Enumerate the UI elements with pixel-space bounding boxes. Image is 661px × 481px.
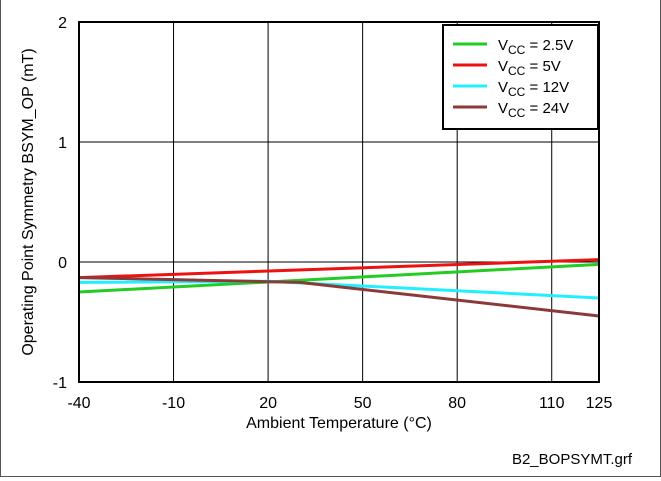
y-tick-label: 1 bbox=[58, 135, 67, 152]
y-tick-label: -1 bbox=[53, 375, 67, 392]
y-axis-title: Operating Point Symmetry BSYM_OP (mT) bbox=[20, 48, 37, 355]
plot-frame bbox=[78, 21, 600, 383]
legend-entry: VCC = 24V bbox=[498, 100, 569, 120]
y-axis-ticks: -1 0 1 2 bbox=[53, 15, 67, 392]
y-tick-label: 0 bbox=[58, 255, 67, 272]
legend-entry: VCC = 2.5V bbox=[498, 37, 573, 57]
series-line-1 bbox=[78, 258, 600, 280]
x-axis-title: Ambient Temperature (°C) bbox=[246, 415, 432, 432]
x-tick-label: 80 bbox=[448, 395, 466, 412]
x-tick-label: 125 bbox=[586, 395, 613, 412]
y-tick-label: 2 bbox=[58, 15, 67, 32]
x-tick-label: -40 bbox=[67, 395, 90, 412]
x-tick-label: 110 bbox=[539, 395, 565, 412]
series-line-0 bbox=[78, 262, 600, 294]
legend-entry: VCC = 12V bbox=[498, 79, 569, 99]
legend-box bbox=[442, 24, 599, 130]
x-tick-label: 50 bbox=[354, 395, 372, 412]
series-lines bbox=[78, 258, 600, 318]
series-line-2 bbox=[78, 279, 600, 300]
x-tick-label: 20 bbox=[259, 395, 277, 412]
footer-filename: B2_BOPSYMT.grf bbox=[512, 451, 633, 468]
x-axis-ticks: -40 -10 20 50 80 110 125 bbox=[67, 395, 612, 412]
legend-entry: VCC = 5V bbox=[498, 58, 561, 78]
series-line-3 bbox=[78, 276, 600, 318]
x-tick-label: -10 bbox=[162, 395, 185, 412]
